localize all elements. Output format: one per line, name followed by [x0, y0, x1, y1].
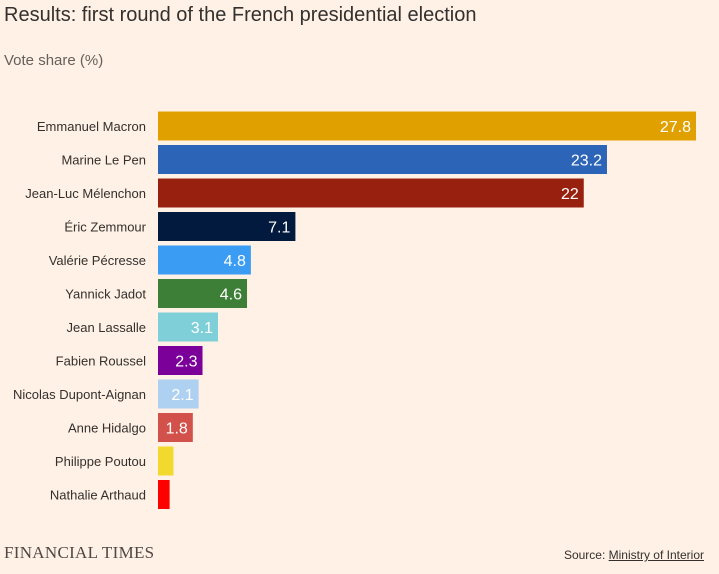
value-label: 4.6 — [220, 287, 242, 304]
bar — [158, 111, 696, 141]
category-label: Marine Le Pen — [61, 153, 146, 168]
bar — [158, 178, 584, 208]
value-label: 1.8 — [166, 421, 188, 438]
value-label: 4.8 — [224, 253, 246, 270]
category-label: Valérie Pécresse — [49, 253, 146, 268]
bar — [158, 145, 607, 174]
source-link[interactable]: Ministry of Interior — [608, 548, 704, 562]
category-label: Jean-Luc Mélenchon — [25, 186, 146, 201]
category-label: Jean Lassalle — [67, 320, 147, 335]
category-label: Nathalie Arthaud — [50, 488, 146, 503]
category-label: Éric Zemmour — [64, 220, 146, 235]
category-label: Yannick Jadot — [65, 287, 146, 302]
chart-subtitle: Vote share (%) — [4, 52, 104, 69]
bar — [158, 379, 199, 409]
bar-chart: Emmanuel Macron 27.8 Marine Le Pen 23.2 Jean… — [13, 111, 696, 509]
chart-title: Results: first round of the French presi… — [4, 4, 477, 26]
value-label: 2.3 — [175, 354, 197, 371]
category-label: Nicolas Dupont-Aignan — [13, 387, 146, 402]
value-label: 27.8 — [660, 119, 691, 136]
brand-logo: FINANCIAL TIMES — [4, 543, 155, 562]
bar — [158, 413, 193, 442]
category-label: Emmanuel Macron — [37, 119, 146, 134]
category-label: Philippe Poutou — [55, 454, 146, 469]
value-label: 22 — [561, 186, 579, 203]
bar — [158, 346, 203, 375]
value-label: 3.1 — [191, 320, 213, 337]
bar — [158, 312, 218, 342]
value-label: 23.2 — [571, 153, 602, 170]
source-prefix: Source: — [563, 548, 609, 562]
category-label: Anne Hidalgo — [68, 421, 146, 436]
bar — [158, 245, 251, 275]
category-label: Fabien Roussel — [56, 354, 146, 369]
bar — [158, 212, 296, 241]
value-label: 7.1 — [268, 220, 290, 237]
bar — [158, 446, 174, 476]
bar — [158, 279, 248, 308]
source-note: Source: Ministry of Interior — [564, 548, 704, 562]
bar — [158, 480, 170, 509]
value-label: 2.1 — [171, 387, 193, 404]
